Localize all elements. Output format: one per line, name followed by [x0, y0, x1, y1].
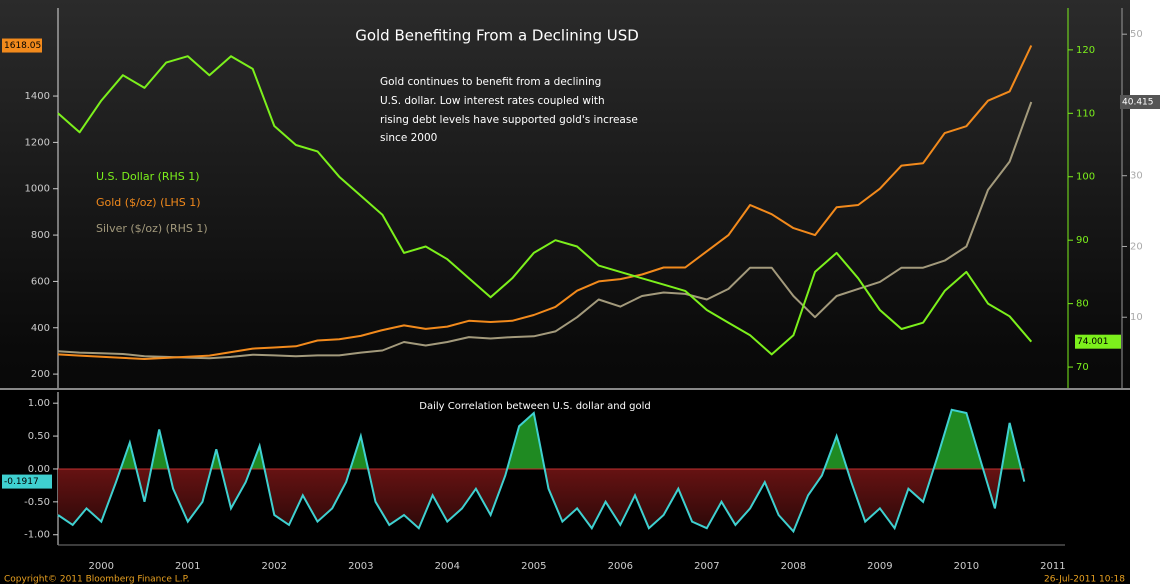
x-tick-label: 2000 — [89, 561, 114, 572]
series-line — [57, 101, 1033, 360]
y-tick-label: 400 — [31, 323, 50, 334]
y-tick-label: 800 — [31, 230, 50, 241]
y-tick-label: 110 — [1076, 108, 1095, 119]
annotation: U.S. dollar. Low interest rates coupled … — [380, 95, 605, 107]
last-value-tag — [1120, 95, 1160, 110]
x-tick-label: 2006 — [608, 561, 633, 572]
chart-title: Gold Benefiting From a Declining USD — [355, 27, 639, 45]
last-value-label: 40.415 — [1122, 98, 1154, 108]
y-tick-label: -1.00 — [24, 530, 50, 541]
x-tick-label: 2009 — [867, 561, 892, 572]
copyright: Copyright© 2011 Bloomberg Finance L.P. — [4, 575, 189, 584]
last-value-label: 74.001 — [1077, 337, 1109, 347]
x-tick-label: 2003 — [348, 561, 373, 572]
y-tick-label: 1.00 — [28, 398, 50, 409]
y-tick-label: 120 — [1076, 45, 1095, 56]
y-tick-label: 0.00 — [28, 464, 50, 475]
annotation: since 2000 — [380, 132, 437, 144]
y-tick-label: 600 — [31, 276, 50, 287]
x-tick-label: 2007 — [694, 561, 719, 572]
x-tick-label: 2001 — [175, 561, 200, 572]
y-tick-label: 200 — [31, 369, 50, 380]
y-tick-label: 80 — [1076, 299, 1089, 310]
x-tick-label: 2005 — [521, 561, 546, 572]
y-tick-label: 10 — [1130, 312, 1143, 323]
y-tick-label: 30 — [1130, 171, 1143, 182]
x-tick-label: 2011 — [1040, 561, 1065, 572]
x-tick-label: 2004 — [435, 561, 460, 572]
x-tick-label: 2008 — [781, 561, 806, 572]
annotation: rising debt levels have supported gold's… — [380, 114, 638, 126]
series-line — [57, 55, 1033, 356]
last-value-label: -0.1917 — [4, 477, 39, 487]
x-tick-label: 2002 — [262, 561, 287, 572]
y-tick-label: 70 — [1076, 362, 1089, 373]
last-value-label: 1618.05 — [4, 41, 41, 51]
y-tick-label: 20 — [1130, 241, 1143, 252]
legend-entry: Gold ($/oz) (LHS 1) — [96, 196, 201, 209]
y-tick-label: 1200 — [25, 137, 50, 148]
y-tick-label: 50 — [1130, 29, 1143, 40]
series-line — [57, 45, 1033, 360]
last-value-tag — [1075, 334, 1121, 349]
y-tick-label: 100 — [1076, 172, 1095, 183]
legend-entry: U.S. Dollar (RHS 1) — [96, 170, 200, 183]
annotation: Gold continues to benefit from a declini… — [380, 76, 601, 88]
y-tick-label: 1400 — [25, 91, 50, 102]
timestamp: 26-Jul-2011 10:18 — [1044, 575, 1125, 584]
y-tick-label: 0.50 — [28, 431, 50, 442]
y-tick-label: -0.50 — [24, 497, 50, 508]
correlation-line — [57, 408, 1026, 534]
legend-entry: Silver ($/oz) (RHS 1) — [96, 222, 208, 235]
x-tick-label: 2010 — [954, 561, 979, 572]
y-tick-label: 90 — [1076, 235, 1089, 246]
last-value-tag — [2, 38, 42, 53]
last-value-tag — [2, 474, 52, 489]
negative-area — [58, 468, 1025, 532]
corr-title: Daily Correlation between U.S. dollar an… — [419, 401, 650, 412]
y-tick-label: 1000 — [25, 184, 50, 195]
